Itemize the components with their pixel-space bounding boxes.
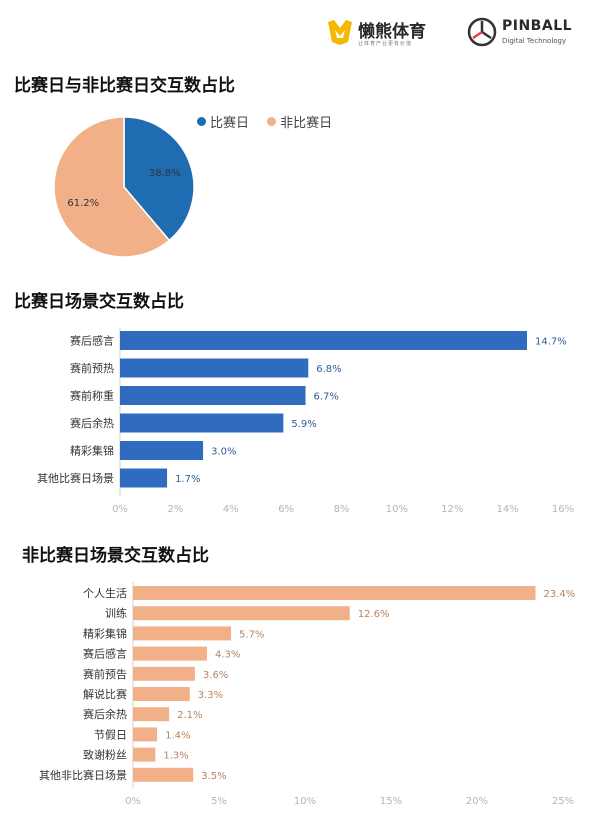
bar (120, 413, 284, 433)
x-tick-label: 10% (386, 504, 408, 515)
category-label: 赛后余热 (83, 707, 127, 721)
x-tick-label: 16% (552, 504, 574, 515)
bar (120, 386, 306, 405)
legend-swatch-match-day (197, 117, 206, 126)
pinball-logo-icon (467, 17, 497, 47)
value-label: 6.7% (314, 392, 339, 403)
bar (120, 441, 204, 460)
x-tick-label: 0% (112, 504, 128, 515)
category-label: 赛前预告 (83, 667, 127, 681)
pie-slice-1 (53, 116, 171, 258)
logo1-sub: 让体育产业更有价值 (358, 41, 413, 47)
value-label: 3.0% (211, 447, 236, 458)
category-label: 赛后感言 (70, 334, 114, 348)
value-label: 14.7% (535, 337, 567, 348)
value-label: 3.3% (198, 690, 223, 701)
legend-label-non-match-day: 非比赛日 (280, 116, 333, 131)
value-label: 23.4% (543, 589, 575, 600)
logo1-name: 懒熊体育 (358, 22, 426, 42)
category-label: 其他比赛日场景 (37, 471, 114, 485)
category-label: 赛后余热 (70, 416, 114, 430)
logo2-name: PINBALL (502, 18, 573, 34)
non-match-day-bar-chart: 个人生活 23.4% 训练 12.6% 精彩集锦 5.7% 赛后感言 4.3% 赛前预告 3.6%… (39, 582, 575, 807)
bar (133, 646, 207, 661)
bar (133, 747, 156, 762)
category-label: 赛前预热 (70, 361, 114, 375)
bear-logo-icon (328, 20, 352, 45)
category-label: 其他非比赛日场景 (39, 768, 127, 782)
pie-label-0: 38.8% (149, 168, 181, 179)
pie-chart: 38.8% 61.2% (53, 116, 195, 258)
category-label: 解说比赛 (83, 687, 127, 701)
x-tick-label: 8% (334, 504, 350, 515)
pie-chart-title: 比赛日与非比赛日交互数占比 (14, 76, 235, 96)
bar (133, 767, 194, 782)
x-tick-label: 6% (278, 504, 294, 515)
x-tick-label: 10% (294, 796, 316, 807)
category-label: 赛前称重 (70, 389, 114, 403)
value-label: 6.8% (316, 364, 341, 375)
pie-legend: 比赛日 非比赛日 (197, 112, 346, 131)
match-day-chart-title: 比赛日场景交互数占比 (14, 292, 184, 312)
logo2-sub: Digital Technology (502, 37, 567, 45)
x-tick-label: 2% (167, 504, 183, 515)
bar (133, 606, 350, 621)
bar (133, 666, 195, 681)
value-label: 5.7% (239, 629, 264, 640)
category-label: 致谢粉丝 (83, 748, 127, 762)
legend-label-match-day: 比赛日 (210, 116, 250, 131)
header: 懒熊体育 让体育产业更有价值 PINBALL Digital Technolog… (326, 14, 586, 54)
value-label: 4.3% (215, 650, 240, 661)
bar (120, 468, 168, 488)
x-tick-label: 4% (223, 504, 239, 515)
category-label: 训练 (105, 606, 127, 620)
bar (133, 687, 190, 701)
category-label: 精彩集锦 (70, 444, 114, 458)
non-match-day-chart-title: 非比赛日场景交互数占比 (22, 546, 209, 566)
category-label: 个人生活 (83, 586, 127, 600)
value-label: 12.6% (358, 609, 390, 620)
pie-slice-0 (123, 116, 195, 242)
category-label: 节假日 (94, 727, 127, 741)
x-tick-label: 14% (497, 504, 519, 515)
value-label: 3.5% (201, 771, 226, 782)
value-label: 1.4% (165, 730, 190, 741)
x-tick-label: 12% (441, 504, 463, 515)
category-label: 精彩集锦 (83, 626, 127, 640)
lanxiong-logo: 懒熊体育 让体育产业更有价值 (326, 16, 456, 52)
x-tick-label: 25% (552, 796, 574, 807)
bar (133, 586, 536, 600)
legend-swatch-non-match-day (267, 117, 277, 126)
bar (133, 707, 170, 722)
value-label: 5.9% (291, 419, 316, 430)
value-label: 2.1% (177, 710, 202, 721)
x-tick-label: 15% (380, 796, 402, 807)
bar (120, 358, 309, 378)
bar (120, 331, 528, 350)
match-day-bar-chart: 赛后感言 14.7% 赛前预热 6.8% 赛前称重 6.7% 赛后余热 5.9% 精彩集锦 3.0… (37, 327, 574, 515)
legend-item-non-match-day: 非比赛日 (267, 112, 332, 131)
value-label: 3.6% (203, 670, 228, 681)
x-tick-label: 20% (466, 796, 488, 807)
x-tick-label: 5% (211, 796, 227, 807)
pinball-logo: PINBALL Digital Technology (466, 16, 586, 52)
value-label: 1.7% (175, 474, 200, 485)
bar (133, 727, 158, 742)
legend-item-match-day: 比赛日 (197, 112, 249, 131)
pie-label-1: 61.2% (67, 198, 99, 209)
x-tick-label: 0% (125, 796, 141, 807)
value-label: 1.3% (163, 751, 188, 762)
bar (133, 626, 232, 641)
category-label: 赛后感言 (83, 647, 127, 661)
